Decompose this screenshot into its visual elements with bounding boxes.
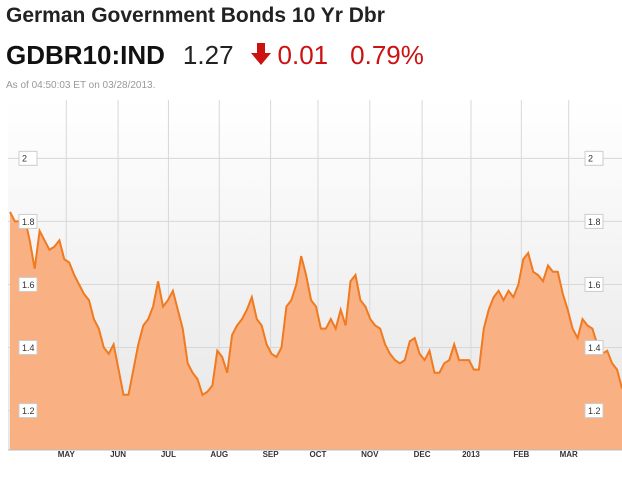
x-tick-label: SEP <box>263 450 280 459</box>
y-tick-label: 1.8 <box>588 217 601 227</box>
x-tick-label: JUL <box>161 450 176 459</box>
y-tick-box <box>584 276 604 292</box>
x-tick-label: MAY <box>58 450 76 459</box>
title: German Government Bonds 10 Yr Dbr <box>6 4 385 27</box>
y-tick-box <box>584 150 604 166</box>
line <box>9 211 622 397</box>
change-percent: 0.79% <box>350 40 424 70</box>
area-fill <box>10 211 622 450</box>
y-tick-label: 2 <box>22 154 27 164</box>
price: 1.27 <box>182 40 234 70</box>
x-tick-label: DEC <box>414 450 431 459</box>
x-tick-label: FEB <box>513 450 529 459</box>
y-tick-label: 1.6 <box>588 280 601 290</box>
x-tick-label: OCT <box>310 450 327 459</box>
down-arrow <box>250 43 271 65</box>
x-tick-label: NOV <box>361 450 379 459</box>
y-tick-box <box>18 213 38 229</box>
change: 0.01 <box>277 40 329 70</box>
y-tick-box <box>18 403 38 419</box>
quote: GDBR10:IND 1.27 0.01 0.79% <box>6 40 424 71</box>
y-tick-box <box>18 276 38 292</box>
x-tick-label: 2013 <box>462 450 480 459</box>
y-tick-box <box>584 403 604 419</box>
y-tick-label: 1.2 <box>588 406 601 416</box>
y-tick-label: 1.4 <box>22 343 35 353</box>
y-tick-label: 1.8 <box>22 217 35 227</box>
y-tick-label: 1.6 <box>22 280 35 290</box>
y-tick-box <box>584 213 604 229</box>
y-tick-box <box>584 340 604 356</box>
x-tick-label: AUG <box>210 450 228 459</box>
y-tick-box <box>18 340 38 356</box>
ticker: GDBR10:IND <box>6 40 165 70</box>
x-tick-label: JUN <box>110 450 126 459</box>
y-tick-label: 1.2 <box>22 406 35 416</box>
y-tick-label: 2 <box>588 154 593 164</box>
timestamp: As of 04:50:03 ET on 03/28/2013. <box>6 80 156 91</box>
y-tick-box <box>18 150 38 166</box>
x-tick-label: MAR <box>560 450 578 459</box>
y-tick-label: 1.4 <box>588 343 601 353</box>
